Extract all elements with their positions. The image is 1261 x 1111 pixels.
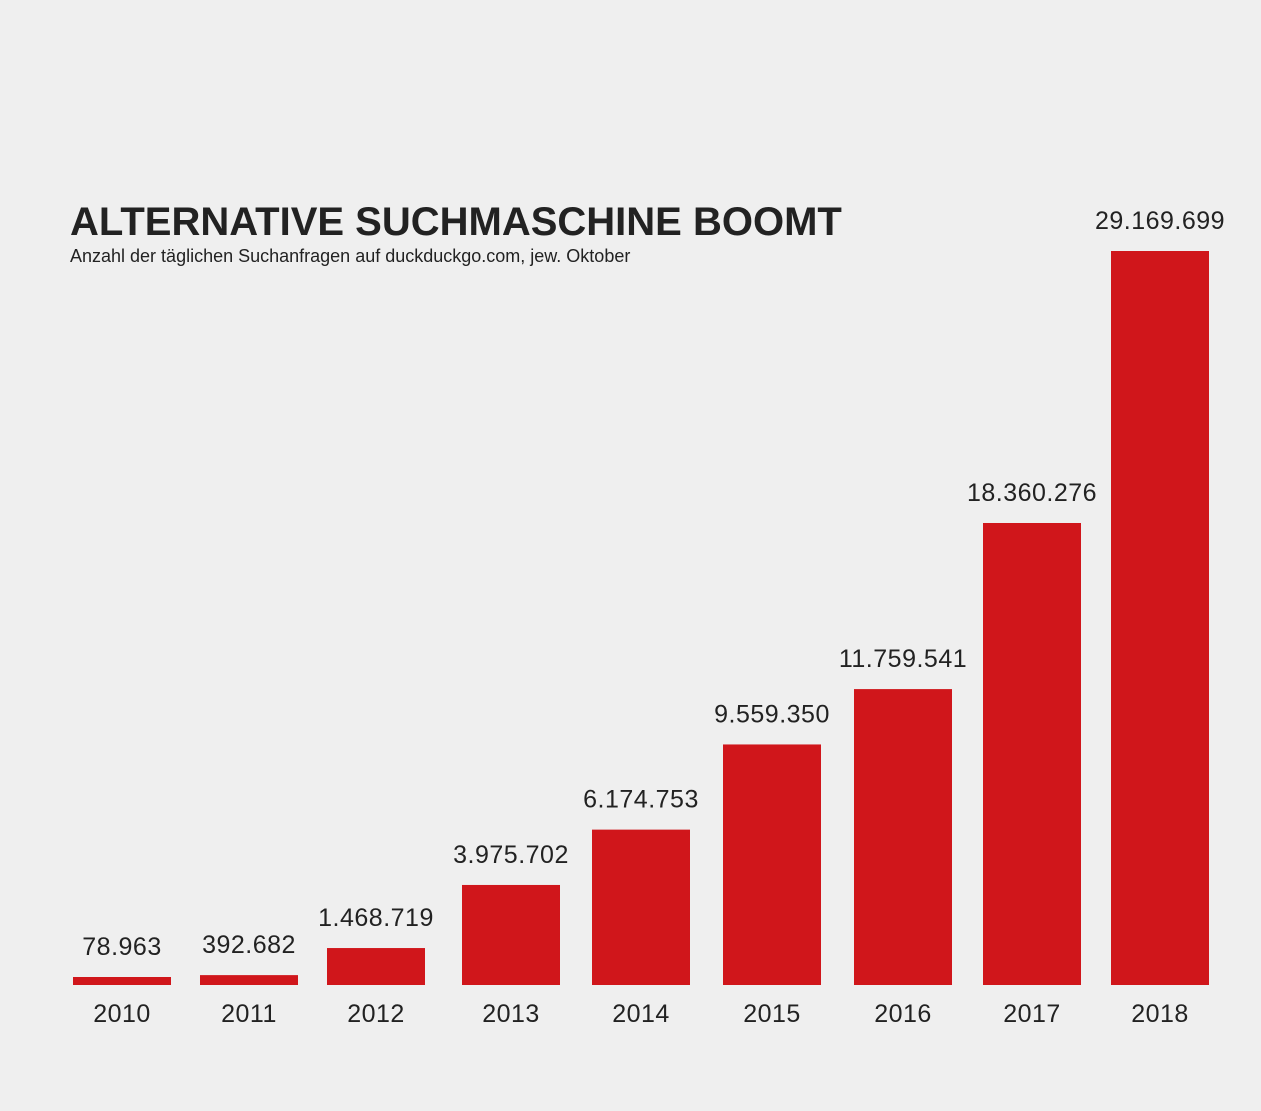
value-label: 3.975.702 — [453, 841, 569, 869]
value-label: 29.169.699 — [1095, 207, 1225, 235]
bar-2010 — [73, 977, 171, 985]
value-label: 392.682 — [202, 931, 296, 959]
bar-2018 — [1111, 251, 1209, 985]
value-label: 78.963 — [82, 933, 161, 961]
x-tick-label: 2018 — [1131, 1000, 1189, 1028]
x-tick-label: 2014 — [612, 1000, 670, 1028]
bar-2017 — [983, 522, 1081, 985]
bar-2011 — [200, 975, 298, 985]
x-tick-label: 2016 — [874, 1000, 932, 1028]
bar-2015 — [723, 744, 821, 985]
chart-subtitle: Anzahl der täglichen Suchanfragen auf du… — [70, 246, 631, 266]
x-tick-label: 2012 — [347, 1000, 405, 1028]
x-tick-label: 2017 — [1003, 1000, 1061, 1028]
value-label: 11.759.541 — [839, 645, 967, 673]
bar-2016 — [854, 689, 952, 985]
value-label: 1.468.719 — [318, 904, 434, 932]
bar-2012 — [327, 948, 425, 985]
x-tick-label: 2015 — [743, 1000, 801, 1028]
x-tick-label: 2013 — [482, 1000, 540, 1028]
value-label: 6.174.753 — [583, 786, 699, 814]
chart-title: ALTERNATIVE SUCHMASCHINE BOOMT — [70, 200, 842, 244]
x-tick-label: 2010 — [93, 1000, 151, 1028]
value-label: 9.559.350 — [714, 700, 830, 728]
bar-2013 — [462, 884, 560, 985]
value-label: 18.360.276 — [967, 479, 1097, 507]
bar-2014 — [592, 829, 690, 985]
x-tick-label: 2011 — [221, 1000, 277, 1028]
